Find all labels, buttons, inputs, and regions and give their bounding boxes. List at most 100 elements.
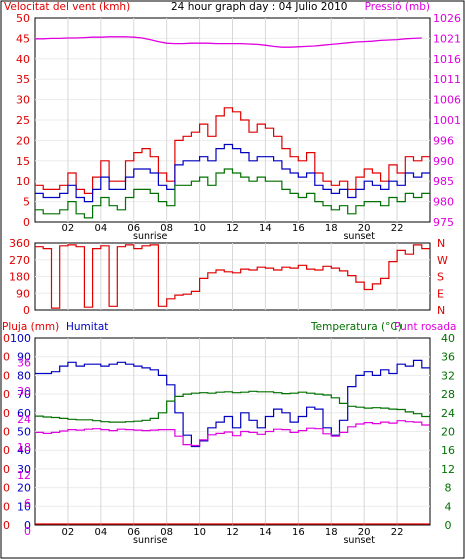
dewpoint-axis-label: Punt rosada xyxy=(394,321,456,333)
rain-ytick-10: 0 xyxy=(3,332,10,345)
temp-right-ytick-8: 8 xyxy=(445,482,452,495)
humidity-ytick-30: 30 xyxy=(17,463,31,476)
wind-pressure-panel: Velocitat del vent (kmh) 24 hour graph d… xyxy=(4,1,430,13)
wind-xtick-16: 16 xyxy=(292,223,305,234)
humidity-ytick-40: 40 xyxy=(17,444,31,457)
wind-ytick-50: 50 xyxy=(16,12,30,25)
pressure-ytick-975: 975 xyxy=(433,216,454,229)
wind-ytick-0: 0 xyxy=(23,216,30,229)
temp-left-ytick-18: 18 xyxy=(17,441,31,454)
temp-right-ytick-12: 12 xyxy=(441,463,455,476)
temp-left-ytick-36: 36 xyxy=(17,357,31,370)
direction-ytick-270: 270 xyxy=(9,254,30,267)
chart-title: 24 hour graph day : 04 Julio 2010 xyxy=(171,1,347,13)
rain-ytick-4: 0 xyxy=(3,444,10,457)
wind-ytick-20: 20 xyxy=(16,134,30,147)
wind-xtick-22: 22 xyxy=(391,223,404,234)
humidity-xtick-22: 22 xyxy=(391,527,404,538)
wind-xtick-14: 14 xyxy=(259,223,272,234)
temp-right-ytick-36: 36 xyxy=(441,351,455,364)
pressure-ytick-1016: 1016 xyxy=(433,53,461,66)
temp-left-ytick-6: 6 xyxy=(24,497,31,510)
wind-xtick-18: 18 xyxy=(325,223,338,234)
compass-tick-E-1: E xyxy=(437,287,444,300)
temp-right-ytick-40: 40 xyxy=(441,332,455,345)
temp-right-ytick-16: 16 xyxy=(441,444,455,457)
rain-ytick-7: 0 xyxy=(3,388,10,401)
series-mínim xyxy=(35,168,430,219)
temp-right-ytick-24: 24 xyxy=(441,407,455,420)
rain-ytick-5: 0 xyxy=(3,426,10,439)
sunrise-label-bottom: sunrise xyxy=(133,535,167,546)
series-velocitat-mitjana xyxy=(35,143,430,203)
compass-tick-N-4: N xyxy=(437,237,445,250)
series-pressió xyxy=(35,36,422,48)
direction-ytick-180: 180 xyxy=(9,271,30,284)
rain-ytick-6: 0 xyxy=(3,407,10,420)
humidity-ytick-100: 100 xyxy=(10,332,31,345)
wind-xtick-10: 10 xyxy=(193,223,206,234)
humidity-ytick-60: 60 xyxy=(17,407,31,420)
humidity-ytick-20: 20 xyxy=(17,482,31,495)
humidity-ytick-50: 50 xyxy=(17,426,31,439)
compass-tick-W-3: W xyxy=(437,254,448,267)
rain-ytick-8: 0 xyxy=(3,369,10,382)
temp-left-ytick-12: 12 xyxy=(17,469,31,482)
humidity-xtick-06: 06 xyxy=(127,527,140,538)
wind-ytick-40: 40 xyxy=(16,53,30,66)
wind-ytick-45: 45 xyxy=(16,32,30,45)
temp-right-ytick-28: 28 xyxy=(441,388,455,401)
series-ratxa xyxy=(35,107,430,194)
direction-ytick-90: 90 xyxy=(16,287,30,300)
humidity-xtick-08: 08 xyxy=(160,527,173,538)
humidity-xtick-04: 04 xyxy=(94,527,107,538)
rain-ytick-2: 0 xyxy=(3,482,10,495)
temp-left-ytick-0: 0 xyxy=(24,525,31,538)
humidity-xtick-10: 10 xyxy=(193,527,206,538)
pressure-ytick-996: 996 xyxy=(433,134,454,147)
wind-ytick-10: 10 xyxy=(16,175,30,188)
sunset-label-top: sunset xyxy=(343,231,375,242)
rain-axis-label: Pluja (mm) xyxy=(2,321,59,333)
wind-xtick-12: 12 xyxy=(226,223,239,234)
pressure-ytick-1021: 1021 xyxy=(433,32,461,45)
rain-ytick-1: 0 xyxy=(3,500,10,513)
sunset-label-bottom: sunset xyxy=(343,535,375,546)
humidity-ytick-70: 70 xyxy=(17,388,31,401)
series-humitat xyxy=(35,359,430,448)
temperature-axis-label: Temperatura (°C) xyxy=(310,321,402,333)
pressure-ytick-985: 985 xyxy=(433,175,454,188)
pressure-ytick-1001: 1001 xyxy=(433,114,461,127)
wind-speed-axis-label: Velocitat del vent (kmh) xyxy=(4,1,130,13)
humidity-xtick-20: 20 xyxy=(358,527,371,538)
humidity-xtick-18: 18 xyxy=(325,527,338,538)
wind-xtick-04: 04 xyxy=(94,223,107,234)
wind-ytick-15: 15 xyxy=(16,155,30,168)
temp-humidity-labels: Pluja (mm) Humitat Temperatura (°C) Punt… xyxy=(2,321,456,333)
humidity-ytick-10: 10 xyxy=(17,500,31,513)
pressure-ytick-980: 980 xyxy=(433,196,454,209)
temp-right-ytick-4: 4 xyxy=(445,500,452,513)
temp-left-ytick-30: 30 xyxy=(17,385,31,398)
wind-ytick-5: 5 xyxy=(23,196,30,209)
direction-ytick-0: 0 xyxy=(23,304,30,317)
temp-right-ytick-0: 0 xyxy=(445,519,452,532)
pressure-ytick-1011: 1011 xyxy=(433,73,461,86)
humidity-xtick-12: 12 xyxy=(226,527,239,538)
wind-ytick-30: 30 xyxy=(16,94,30,107)
compass-tick-S-2: S xyxy=(437,271,444,284)
rain-ytick-0: 0 xyxy=(3,519,10,532)
humidity-axis-label: Humitat xyxy=(66,321,108,333)
rain-ytick-3: 0 xyxy=(3,463,10,476)
series-temperatura xyxy=(35,390,430,423)
humidity-ytick-90: 90 xyxy=(17,351,31,364)
temp-right-ytick-20: 20 xyxy=(441,426,455,439)
sunrise-label-top: sunrise xyxy=(133,231,167,242)
wind-xtick-06: 06 xyxy=(127,223,140,234)
humidity-ytick-0: 0 xyxy=(24,519,31,532)
humidity-ytick-80: 80 xyxy=(17,369,31,382)
pressure-ytick-1006: 1006 xyxy=(433,94,461,107)
humidity-xtick-14: 14 xyxy=(259,527,272,538)
wind-xtick-02: 02 xyxy=(62,223,75,234)
